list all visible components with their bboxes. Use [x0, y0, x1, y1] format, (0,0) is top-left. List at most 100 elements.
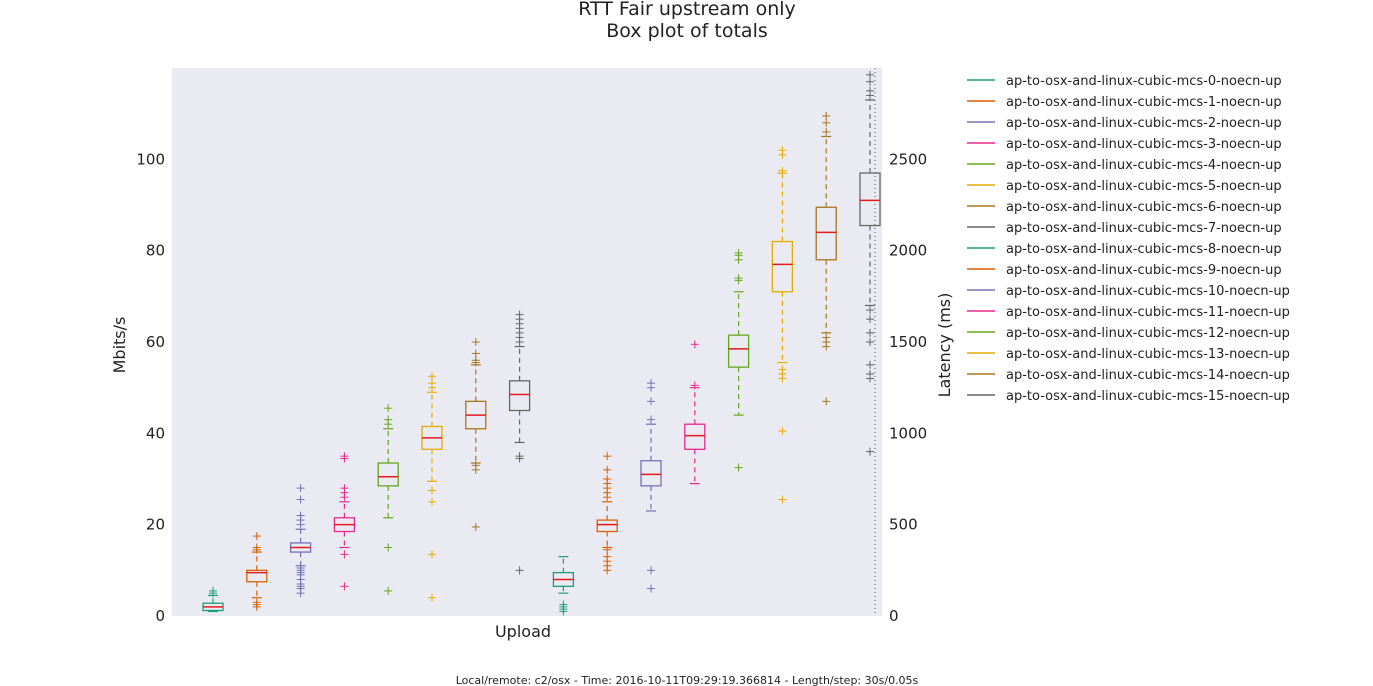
legend-item: ap-to-osx-and-linux-cubic-mcs-11-noecn-u…: [967, 305, 1290, 320]
y-tick-label: 40: [146, 424, 165, 442]
legend-item: ap-to-osx-and-linux-cubic-mcs-1-noecn-up: [967, 95, 1282, 110]
box-4: [377, 404, 399, 595]
legend-label: ap-to-osx-and-linux-cubic-mcs-6-noecn-up: [1006, 200, 1282, 215]
flier: [734, 463, 743, 472]
legend-label: ap-to-osx-and-linux-cubic-mcs-0-noecn-up: [1006, 74, 1282, 89]
legend-item: ap-to-osx-and-linux-cubic-mcs-2-noecn-up: [967, 116, 1282, 131]
legend-label: ap-to-osx-and-linux-cubic-mcs-5-noecn-up: [1006, 179, 1282, 194]
box-body: [508, 380, 531, 412]
box-11: [684, 340, 706, 485]
box-body: [640, 460, 662, 487]
flier: [866, 360, 874, 369]
legend-item: ap-to-osx-and-linux-cubic-mcs-4-noecn-up: [967, 158, 1282, 173]
flier: [471, 349, 480, 358]
y-tick-label: 20: [146, 516, 165, 534]
box-6: [465, 338, 487, 531]
box-7: [508, 310, 531, 575]
box-body: [246, 569, 268, 583]
legend-label: ap-to-osx-and-linux-cubic-mcs-12-noecn-u…: [1006, 326, 1290, 341]
box-5: [421, 372, 443, 602]
box-body: [815, 206, 837, 261]
legend-label: ap-to-osx-and-linux-cubic-mcs-7-noecn-up: [1006, 221, 1282, 236]
legend-label: ap-to-osx-and-linux-cubic-mcs-4-noecn-up: [1006, 158, 1282, 173]
y2-tick-label: 2000: [889, 242, 927, 260]
flier: [778, 495, 787, 504]
legend-item: ap-to-osx-and-linux-cubic-mcs-9-noecn-up: [967, 263, 1282, 278]
flier: [603, 475, 612, 483]
flier: [822, 118, 831, 127]
chart-subtitle: Box plot of totals: [606, 20, 768, 42]
y-axis-ticks: 0 20 40 60 80 100: [136, 150, 165, 625]
flier: [384, 415, 393, 424]
flier: [384, 404, 393, 413]
flier: [340, 550, 349, 559]
legend-label: ap-to-osx-and-linux-cubic-mcs-11-noecn-u…: [1006, 305, 1290, 320]
flier: [647, 566, 655, 575]
y2-axis-label: Latency (ms): [935, 293, 954, 398]
flier: [515, 310, 524, 319]
box-13: [771, 146, 794, 504]
chart-title: RTT Fair upstream only: [578, 0, 796, 20]
y2-axis-ticks: 0 500 1000 1500 2000 2500: [889, 150, 927, 625]
legend-label: ap-to-osx-and-linux-cubic-mcs-14-noecn-u…: [1006, 368, 1290, 383]
x-axis-label: Upload: [495, 622, 551, 641]
flier: [866, 328, 874, 337]
box-15: [859, 70, 881, 456]
legend-label: ap-to-osx-and-linux-cubic-mcs-15-noecn-u…: [1006, 389, 1290, 404]
y-tick-label: 80: [146, 242, 165, 260]
footer-text: Local/remote: c2/osx - Time: 2016-10-11T…: [456, 674, 919, 686]
plot-area: [172, 68, 882, 616]
y-tick-label: 0: [155, 607, 165, 625]
flier: [428, 593, 436, 602]
y2-tick-label: 500: [889, 516, 918, 534]
y2-tick-label: 1500: [889, 333, 927, 351]
flier: [559, 600, 568, 609]
flier: [428, 379, 436, 388]
flier: [822, 127, 831, 136]
box-14: [815, 111, 837, 406]
box-1: [246, 532, 268, 611]
box-0: [202, 586, 224, 613]
box-12: [727, 248, 750, 472]
flier: [647, 397, 655, 406]
flier: [778, 166, 787, 175]
flier: [603, 552, 612, 561]
flier: [603, 545, 612, 554]
legend-item: ap-to-osx-and-linux-cubic-mcs-15-noecn-u…: [967, 389, 1290, 404]
flier: [866, 369, 874, 378]
box-8: [552, 556, 575, 616]
flier: [471, 461, 480, 470]
legend-item: ap-to-osx-and-linux-cubic-mcs-7-noecn-up: [967, 221, 1282, 236]
flier: [778, 146, 787, 155]
flier: [340, 582, 349, 591]
legend-item: ap-to-osx-and-linux-cubic-mcs-12-noecn-u…: [967, 326, 1290, 341]
flier: [866, 86, 874, 95]
legend-label: ap-to-osx-and-linux-cubic-mcs-10-noecn-u…: [1006, 284, 1290, 299]
legend: ap-to-osx-and-linux-cubic-mcs-0-noecn-up…: [967, 74, 1290, 404]
legend-label: ap-to-osx-and-linux-cubic-mcs-1-noecn-up: [1006, 95, 1282, 110]
y2-tick-label: 2500: [889, 150, 927, 168]
legend-item: ap-to-osx-and-linux-cubic-mcs-14-noecn-u…: [967, 368, 1290, 383]
box-body: [377, 462, 399, 487]
box-body: [596, 519, 618, 533]
y-tick-label: 60: [146, 333, 165, 351]
flier: [340, 484, 349, 493]
legend-item: ap-to-osx-and-linux-cubic-mcs-5-noecn-up: [967, 179, 1282, 194]
flier: [296, 495, 305, 504]
flier: [734, 248, 743, 257]
flier: [296, 511, 305, 520]
flier: [428, 550, 436, 559]
legend-label: ap-to-osx-and-linux-cubic-mcs-3-noecn-up: [1006, 137, 1282, 152]
box-body: [684, 423, 706, 450]
legend-item: ap-to-osx-and-linux-cubic-mcs-6-noecn-up: [967, 200, 1282, 215]
flier: [471, 522, 480, 531]
flier: [778, 365, 787, 374]
y2-tick-label: 1000: [889, 424, 927, 442]
flier: [252, 532, 261, 541]
legend-item: ap-to-osx-and-linux-cubic-mcs-10-noecn-u…: [967, 284, 1290, 299]
box-2: [289, 484, 312, 598]
flier: [822, 111, 831, 120]
flier: [690, 381, 699, 390]
flier: [690, 340, 699, 349]
